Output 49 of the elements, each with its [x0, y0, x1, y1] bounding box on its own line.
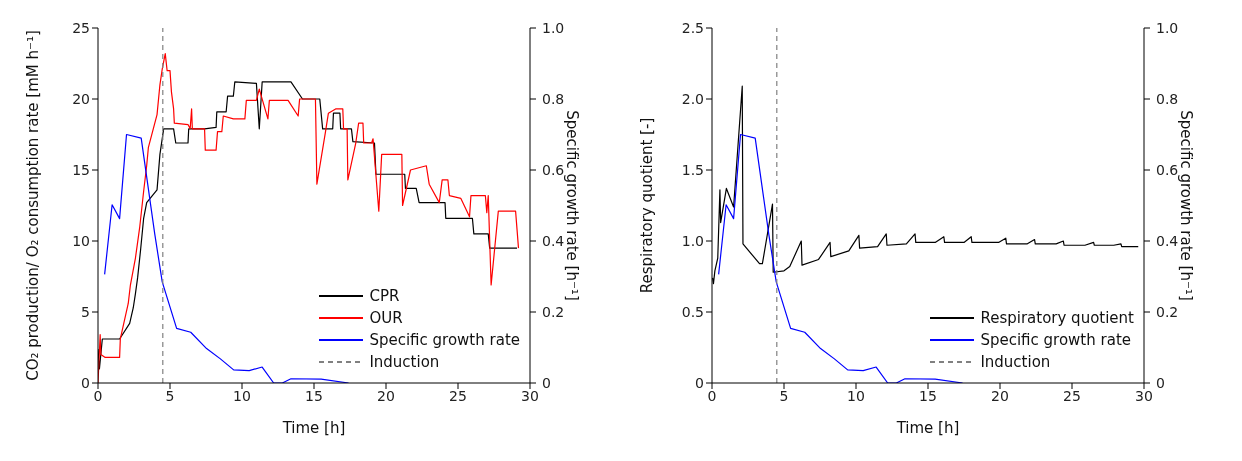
y2-tick-label: 0.4	[542, 232, 565, 249]
y2-tick-label: 0.8	[542, 90, 565, 107]
y2-tick-label: 0.2	[542, 303, 565, 320]
y-tick-label: 25	[72, 19, 90, 36]
legend-label: Induction	[369, 353, 440, 371]
y-tick-label: 0	[81, 374, 90, 391]
x-axis-title: Time [h]	[895, 419, 960, 437]
x-tick-label: 15	[919, 387, 937, 404]
x-tick-label: 10	[847, 387, 865, 404]
y2-tick-label: 0.8	[1156, 90, 1179, 107]
y2-tick-label: 0.6	[542, 161, 565, 178]
legend-label: Specific growth rate	[369, 331, 520, 349]
x-tick-label: 25	[449, 387, 467, 404]
x-tick-label: 25	[1063, 387, 1081, 404]
x-tick-label: 10	[233, 387, 251, 404]
y-tick-label: 0	[695, 374, 704, 391]
y2-tick-label: 0.2	[1156, 303, 1179, 320]
y2-tick-label: 1.0	[1156, 19, 1179, 36]
x-tick-label: 0	[707, 387, 717, 404]
x-tick-label: 5	[779, 387, 789, 404]
y-tick-label: 0.5	[681, 303, 704, 320]
x-axis-title: Time [h]	[281, 419, 346, 437]
x-tick-label: 30	[521, 387, 539, 404]
y-tick-label: 1.0	[681, 232, 704, 249]
y2-tick-label: 0	[1156, 374, 1165, 391]
y-tick-label: 1.5	[681, 161, 704, 178]
y-tick-label: 15	[72, 161, 90, 178]
legend-label: CPR	[369, 287, 400, 305]
x-tick-label: 30	[1135, 387, 1153, 404]
y2-tick-label: 1.0	[542, 19, 565, 36]
x-tick-label: 5	[165, 387, 175, 404]
y-tick-label: 10	[72, 232, 90, 249]
y2-tick-label: 0.4	[1156, 232, 1179, 249]
y-tick-label: 2.0	[681, 90, 704, 107]
y2-tick-label: 0.6	[1156, 161, 1179, 178]
y-tick-label: 5	[81, 303, 90, 320]
x-tick-label: 0	[93, 387, 103, 404]
y2-tick-label: 0	[542, 374, 551, 391]
x-tick-label: 20	[377, 387, 395, 404]
y-tick-label: 2.5	[681, 19, 704, 36]
legend-label: Induction	[980, 353, 1051, 371]
legend-label: OUR	[369, 309, 403, 327]
y-axis-title: Respiratory quotient [-]	[638, 117, 657, 294]
x-tick-label: 20	[991, 387, 1009, 404]
legend-label: Respiratory quotient	[980, 309, 1134, 327]
y-tick-label: 20	[72, 90, 90, 107]
x-tick-label: 15	[305, 387, 323, 404]
legend-label: Specific growth rate	[980, 331, 1131, 349]
y-axis-title: CO₂ production/ O₂ consumption rate [mM h⁻¹]	[24, 30, 43, 381]
